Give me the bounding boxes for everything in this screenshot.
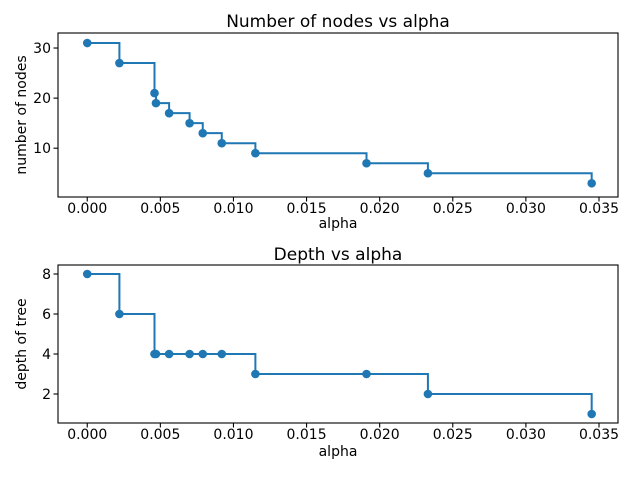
data-point (251, 369, 260, 379)
data-point (82, 38, 92, 48)
x-tick-label: 0.000 (67, 201, 107, 217)
data-point (82, 269, 92, 279)
data-point (164, 349, 174, 359)
x-tick-label: 0.035 (579, 427, 619, 443)
nodes-chart-plot: 0.000 0.005 0.010 0.015 0.020 0.025 0.030 0.035… (33, 32, 619, 217)
x-tick-label: 0.035 (579, 201, 619, 217)
x-tick-label: 0.020 (360, 201, 400, 217)
nodes-chart-xlabel: alpha (318, 216, 358, 232)
nodes-chart-title: Number of nodes vs alpha (226, 12, 450, 32)
data-point (164, 108, 174, 118)
data-point (150, 88, 159, 98)
x-tick-label: 0.005 (140, 427, 180, 443)
y-tick-label: 20 (33, 91, 51, 107)
x-tick-label: 0.010 (213, 427, 253, 443)
x-tick-label: 0.025 (433, 427, 473, 443)
x-tick-label: 0.025 (433, 201, 473, 217)
data-point (115, 309, 124, 319)
data-point (423, 168, 433, 178)
data-point (198, 128, 208, 138)
x-tick-label: 0.015 (287, 201, 327, 217)
data-point (115, 58, 124, 68)
x-tick-label: 0.030 (506, 427, 546, 443)
series-line (87, 273, 593, 414)
series-line (87, 42, 593, 184)
axes-border (57, 32, 619, 198)
data-point (198, 349, 208, 359)
y-tick-label: 30 (33, 41, 51, 57)
data-point (217, 349, 227, 359)
data-point (362, 369, 371, 379)
data-point (151, 349, 161, 359)
x-tick-label: 0.020 (360, 427, 400, 443)
depth-chart-title: Depth vs alpha (273, 245, 403, 265)
data-point (185, 118, 194, 128)
x-tick-label: 0.010 (213, 201, 253, 217)
data-point (251, 148, 260, 158)
data-point (151, 98, 161, 108)
y-tick-label: 6 (42, 307, 51, 323)
data-point (587, 178, 596, 188)
axes-border (57, 264, 619, 424)
y-tick-label: 4 (42, 347, 51, 363)
data-point (587, 409, 596, 419)
data-point (423, 389, 433, 399)
data-point (362, 158, 371, 168)
depth-chart-plot: 0.000 0.005 0.010 0.015 0.020 0.025 0.030 0.035… (42, 264, 619, 443)
data-point (217, 138, 227, 148)
x-tick-label: 0.030 (506, 201, 546, 217)
data-point (185, 349, 194, 359)
x-tick-label: 0.015 (287, 427, 327, 443)
x-tick-label: 0.000 (67, 427, 107, 443)
y-tick-label: 8 (42, 267, 51, 283)
y-tick-label: 2 (42, 387, 51, 403)
depth-chart-xlabel: alpha (318, 444, 358, 460)
x-tick-label: 0.005 (140, 201, 180, 217)
y-tick-label: 10 (33, 141, 51, 157)
